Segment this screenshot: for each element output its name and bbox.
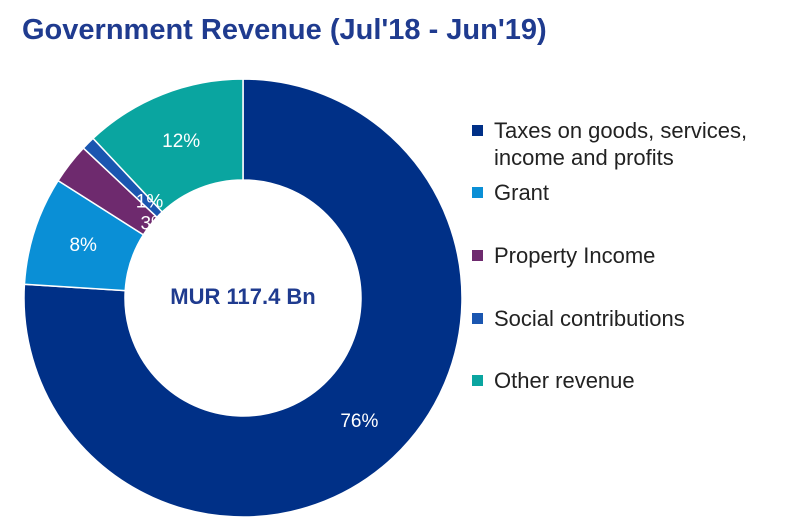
- legend-label: Property Income: [494, 243, 656, 268]
- slice-taxes-on-goods-services-income-and-profits: [23, 78, 463, 518]
- legend-item: Social contributions: [472, 305, 784, 332]
- data-label-12pct: 12%: [162, 131, 200, 152]
- data-label-8pct: 8%: [69, 235, 97, 256]
- legend-label: Other revenue: [494, 368, 635, 393]
- slice-other-revenue: [92, 78, 244, 214]
- legend-label: Social contributions: [494, 306, 685, 331]
- chart-title: Government Revenue (Jul'18 - Jun'19): [22, 14, 547, 46]
- legend-label: Grant: [494, 180, 550, 205]
- legend-swatch: [472, 250, 483, 261]
- data-label-76pct: 76%: [340, 411, 378, 432]
- legend-item: Grant: [472, 179, 784, 206]
- legend-swatch: [472, 187, 483, 198]
- data-label-3pct: 3%: [140, 213, 168, 234]
- legend-item: Property Income: [472, 242, 784, 269]
- legend-item: Taxes on goods, services, income and pro…: [472, 117, 784, 171]
- legend-label: Taxes on goods, services, income and pro…: [494, 118, 748, 170]
- data-label-1pct: 1%: [136, 192, 164, 213]
- legend-swatch: [472, 375, 483, 386]
- center-label: MUR 117.4 Bn: [170, 284, 316, 309]
- legend-item: Other revenue: [472, 367, 784, 394]
- legend-swatch: [472, 125, 483, 136]
- legend-swatch: [472, 313, 483, 324]
